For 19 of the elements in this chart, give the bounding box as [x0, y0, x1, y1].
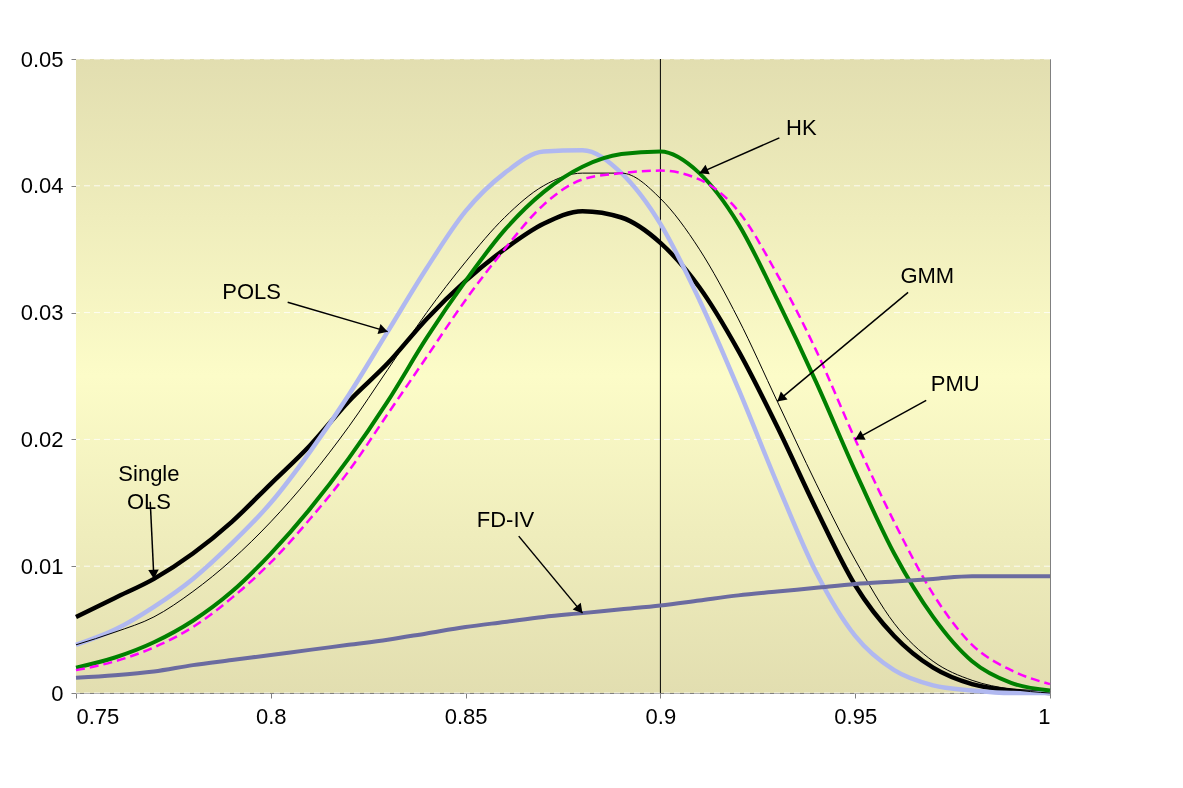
annotation: GMM	[900, 263, 955, 289]
annotation: POLS	[222, 278, 282, 304]
x-tick-label: 0.95	[834, 703, 878, 729]
y-tick-label: 0.01	[20, 553, 64, 579]
y-tick-label: 0.02	[20, 426, 64, 452]
x-tick-label: 0.9	[645, 703, 677, 729]
y-tick-label: 0	[51, 680, 64, 706]
annotation: HK	[786, 115, 817, 141]
x-tick-label: 0.8	[256, 703, 287, 729]
x-tick-label: 1	[1038, 703, 1051, 729]
annotation: Single OLS	[118, 460, 180, 514]
y-tick-label: 0.03	[20, 300, 64, 326]
y-tick-label: 0.05	[20, 46, 64, 72]
annotation: FD-IV	[476, 507, 535, 533]
x-tick-label: 0.85	[444, 703, 488, 729]
x-tick-label: 0.75	[76, 703, 120, 729]
annotation: PMU	[930, 371, 980, 397]
line-series	[74, 574, 1052, 680]
y-tick-label: 0.04	[20, 173, 64, 199]
